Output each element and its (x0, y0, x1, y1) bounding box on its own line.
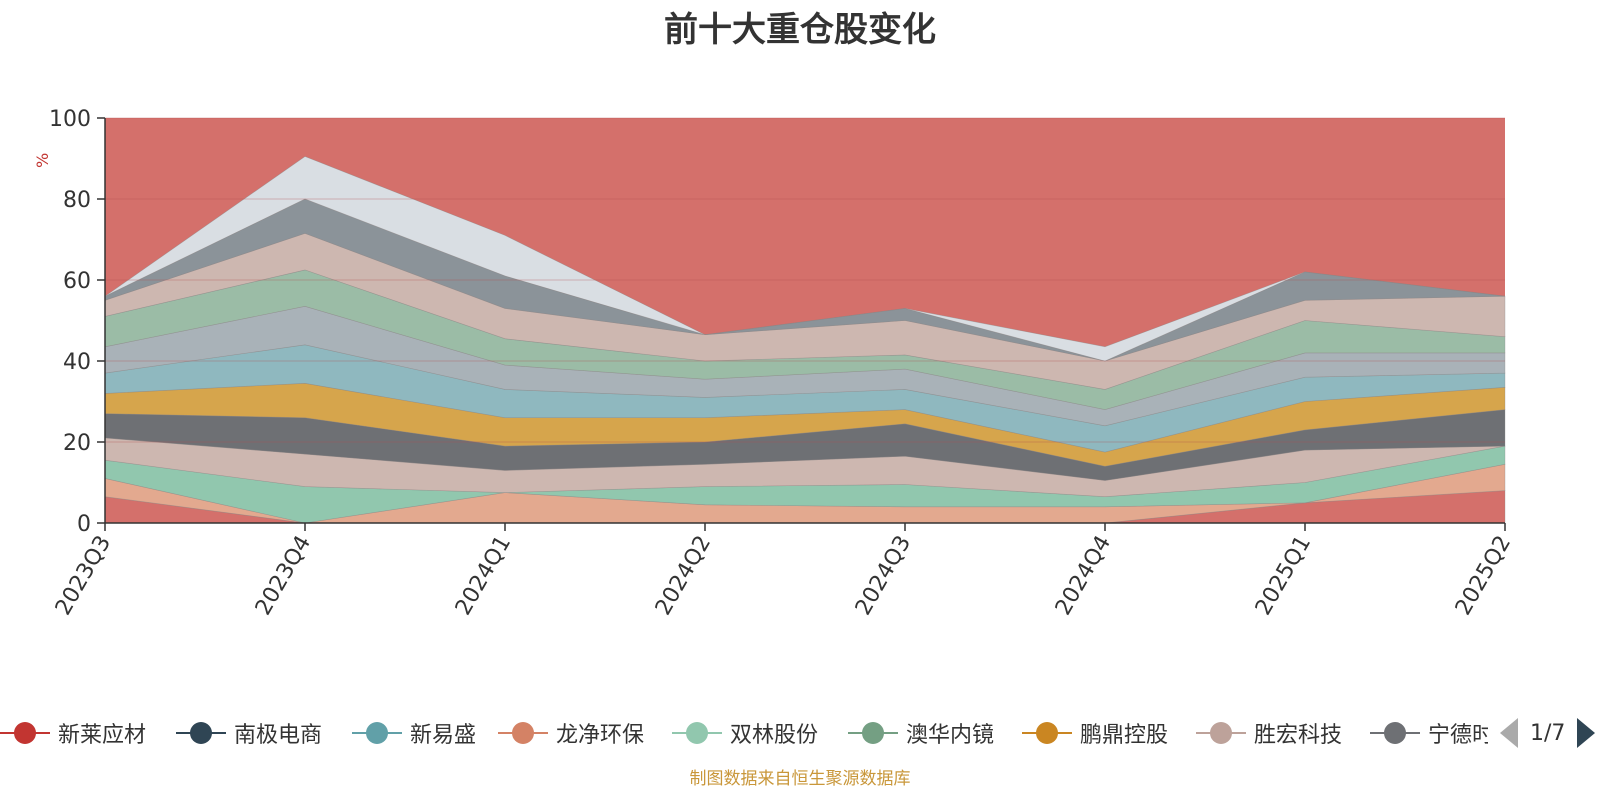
legend-item[interactable]: 双林股份 (672, 713, 818, 753)
legend-symbol (672, 718, 722, 748)
legend-symbol (352, 718, 402, 748)
area-band (104, 156, 1506, 362)
x-tick-label: 2024Q3 (851, 532, 916, 620)
y-tick-label: 40 (63, 350, 91, 375)
legend: 新莱应材 南极电商 新易盛 龙净环保 双林股份 澳华内镜 鹏鼎控股 胜宏科技 宁德时代 1/7 (0, 713, 1600, 753)
legend-page-indicator: 1/7 (1530, 720, 1566, 746)
legend-label: 宁德时代 (1428, 723, 1488, 748)
legend-item[interactable]: 胜宏科技 (1196, 713, 1342, 753)
x-tick-label: 2024Q4 (1051, 532, 1116, 620)
legend-pager: 1/7 (1500, 713, 1596, 753)
legend-items: 新莱应材 南极电商 新易盛 龙净环保 双林股份 澳华内镜 鹏鼎控股 胜宏科技 宁德时代 (0, 713, 1488, 753)
legend-symbol (848, 718, 898, 748)
x-tick-label: 2024Q1 (451, 532, 516, 620)
legend-label: 南极电商 (234, 723, 323, 748)
y-axis-label: % (33, 153, 52, 168)
legend-label: 新易盛 (410, 723, 477, 748)
legend-label: 澳华内镜 (906, 723, 995, 748)
x-tick-label: 2023Q4 (251, 532, 316, 620)
x-tick-label: 2025Q2 (1451, 532, 1516, 620)
x-tick-label: 2023Q3 (51, 532, 116, 620)
legend-symbol (1370, 718, 1420, 748)
legend-next-button[interactable] (1577, 718, 1596, 748)
legend-symbol (1196, 718, 1246, 748)
x-tick-label: 2025Q1 (1251, 532, 1316, 620)
legend-label: 鹏鼎控股 (1080, 723, 1169, 748)
legend-item[interactable]: 新莱应材 (0, 713, 146, 753)
legend-item[interactable]: 澳华内镜 (848, 713, 994, 753)
legend-symbol (0, 718, 50, 748)
y-tick-label: 60 (63, 269, 91, 294)
legend-label: 双林股份 (730, 723, 819, 748)
legend-item[interactable]: 龙净环保 (498, 713, 644, 753)
legend-item[interactable]: 南极电商 (176, 713, 322, 753)
chart-title: 前十大重仓股变化 (664, 10, 936, 50)
legend-label: 龙净环保 (556, 723, 645, 748)
y-tick-label: 100 (49, 107, 91, 132)
legend-symbol (176, 718, 226, 748)
legend-item[interactable]: 新易盛 (352, 713, 476, 753)
area-layer (104, 118, 1506, 524)
source-note: 制图数据来自恒生聚源数据库 (689, 769, 911, 789)
grid-lines (105, 117, 1505, 443)
legend-prev-button[interactable] (1500, 718, 1518, 748)
y-tick-label: 20 (63, 431, 91, 456)
legend-symbol (498, 718, 548, 748)
y-tick-label: 80 (63, 188, 91, 213)
x-tick-label: 2024Q2 (651, 532, 716, 620)
y-tick-label: 0 (77, 512, 91, 537)
legend-label: 胜宏科技 (1254, 723, 1343, 748)
legend-item[interactable]: 鹏鼎控股 (1022, 713, 1168, 753)
legend-item[interactable]: 宁德时代 (1370, 713, 1488, 753)
legend-label: 新莱应材 (58, 723, 147, 748)
legend-symbol (1022, 718, 1072, 748)
